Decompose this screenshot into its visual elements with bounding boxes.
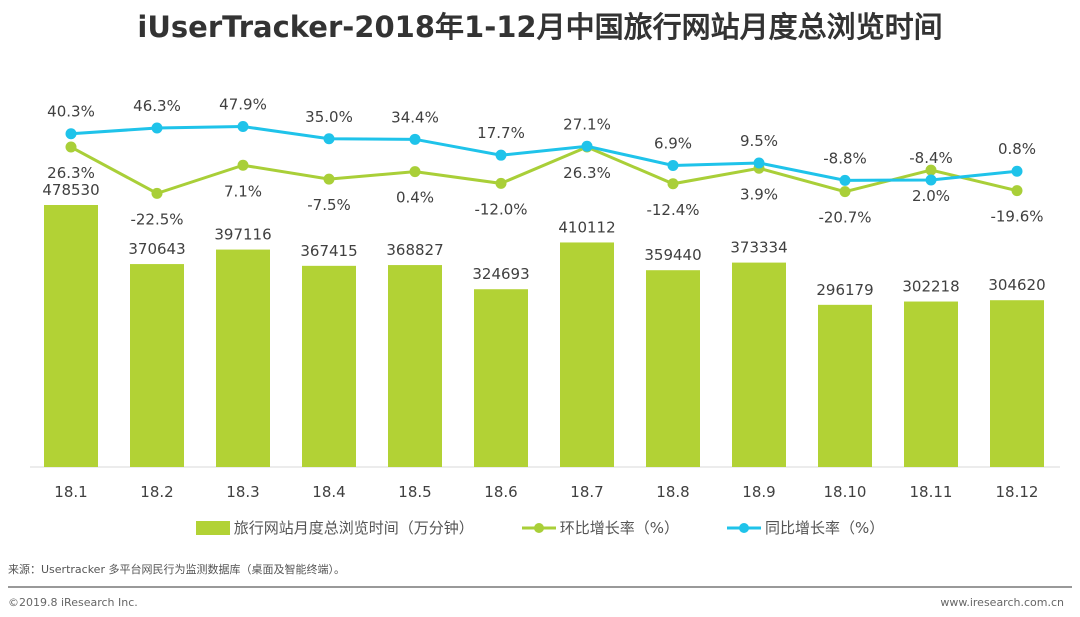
bar-data-label: 302218 xyxy=(902,278,959,296)
mom-point xyxy=(839,186,851,198)
bar xyxy=(560,242,614,467)
bar xyxy=(818,304,872,467)
yoy-data-label: 9.5% xyxy=(740,132,778,150)
yoy-data-label: -8.8% xyxy=(823,149,867,167)
mom-data-label: 26.3% xyxy=(563,164,611,182)
mom-point xyxy=(151,187,163,199)
bar xyxy=(474,289,528,467)
legend-bar: 旅行网站月度总浏览时间（万分钟） xyxy=(195,517,474,538)
mom-data-label: 2.0% xyxy=(912,187,950,205)
mom-point xyxy=(1011,185,1023,197)
yoy-data-label: 35.0% xyxy=(305,108,353,126)
yoy-point xyxy=(667,159,679,171)
x-tick-label: 18.4 xyxy=(312,483,345,501)
mom-data-label: -19.6% xyxy=(990,208,1043,226)
mom-data-label: 26.3% xyxy=(47,164,95,182)
mom-point xyxy=(323,173,335,185)
yoy-data-label: 46.3% xyxy=(133,97,181,115)
bar xyxy=(732,262,786,467)
legend-bar-swatch xyxy=(195,520,230,535)
chart: 18.1 18.2 18.3 18.4 18.5 18.6 18.7 18.8 18.9 18.1… xyxy=(30,95,1060,501)
yoy-point xyxy=(151,122,163,134)
mom-point xyxy=(237,159,249,171)
bar xyxy=(130,264,184,467)
yoy-line xyxy=(70,124,1018,182)
bar xyxy=(302,265,356,467)
mom-line xyxy=(70,145,1018,196)
x-tick-label: 18.10 xyxy=(824,483,867,501)
yoy-point xyxy=(839,174,851,186)
yoy-point xyxy=(323,133,335,145)
x-tick-label: 18.5 xyxy=(398,483,431,501)
bar-data-label: 296179 xyxy=(816,281,873,299)
x-tick-label: 18.3 xyxy=(226,483,259,501)
yoy-point xyxy=(1011,165,1023,177)
yoy-data-label: 0.8% xyxy=(998,140,1036,158)
yoy-point xyxy=(65,128,77,140)
x-tick-label: 18.6 xyxy=(484,483,517,501)
bar xyxy=(388,265,442,467)
mom-data-label: -7.5% xyxy=(307,196,351,214)
divider xyxy=(8,586,1072,588)
bar-data-label: 373334 xyxy=(730,239,787,257)
legend-yoy: 同比增长率（%） xyxy=(727,517,884,538)
website: www.iresearch.com.cn xyxy=(940,596,1064,609)
x-tick-label: 18.11 xyxy=(910,483,953,501)
yoy-data-label: -8.4% xyxy=(909,149,953,167)
mom-data-label: -12.4% xyxy=(646,201,699,219)
bar-data-label: 410112 xyxy=(558,218,615,236)
legend: 旅行网站月度总浏览时间（万分钟） 环比增长率（%） 同比增长率（%） xyxy=(0,517,1080,538)
yoy-point xyxy=(753,157,765,169)
yoy-data-label: 40.3% xyxy=(47,103,95,121)
yoy-data-label: 27.1% xyxy=(563,115,611,133)
x-tick-label: 18.12 xyxy=(996,483,1039,501)
bar-data-label: 370643 xyxy=(128,240,185,258)
bar xyxy=(646,270,700,467)
mom-data-label: 0.4% xyxy=(396,189,434,207)
copyright: ©2019.8 iResearch Inc. xyxy=(8,596,138,609)
x-tick-label: 18.8 xyxy=(656,483,689,501)
x-tick-label: 18.9 xyxy=(742,483,775,501)
yoy-point xyxy=(581,140,593,152)
yoy-data-label: 34.4% xyxy=(391,108,439,126)
bar-data-label: 359440 xyxy=(644,246,701,264)
mom-point xyxy=(925,164,937,176)
mom-data-label: -22.5% xyxy=(130,210,183,228)
bar xyxy=(216,249,270,467)
chart-title: iUserTracker-2018年1-12月中国旅行网站月度总浏览时间 xyxy=(137,10,943,44)
x-tick-label: 18.7 xyxy=(570,483,603,501)
mom-point xyxy=(65,141,77,153)
bar-data-label: 478530 xyxy=(42,181,99,199)
bar xyxy=(990,300,1044,467)
yoy-data-label: 6.9% xyxy=(654,134,692,152)
x-tick-label: 18.2 xyxy=(140,483,173,501)
bar-data-label: 324693 xyxy=(472,265,529,283)
mom-data-label: 7.1% xyxy=(224,182,262,200)
mom-data-label: 3.9% xyxy=(740,185,778,203)
yoy-point xyxy=(409,133,421,145)
mom-point xyxy=(667,178,679,190)
mom-point xyxy=(409,166,421,178)
bar-data-label: 367415 xyxy=(300,242,357,260)
mom-data-label: -20.7% xyxy=(818,209,871,227)
bar-data-label: 368827 xyxy=(386,241,443,259)
yoy-point xyxy=(925,174,937,186)
yoy-data-label: 17.7% xyxy=(477,124,525,142)
bar xyxy=(44,205,98,467)
bar xyxy=(904,301,958,467)
mom-data-label: -12.0% xyxy=(474,200,527,218)
x-tick-label: 18.1 xyxy=(54,483,87,501)
bar-data-label: 304620 xyxy=(988,276,1045,294)
source-note: 来源：Usertracker 多平台网民行为监测数据库（桌面及智能终端）。 xyxy=(8,563,345,576)
mom-point xyxy=(495,177,507,189)
yoy-point xyxy=(237,120,249,132)
legend-mom: 环比增长率（%） xyxy=(521,517,679,538)
yoy-point xyxy=(495,149,507,161)
yoy-data-label: 47.9% xyxy=(219,95,267,113)
bar-data-label: 397116 xyxy=(214,226,271,244)
